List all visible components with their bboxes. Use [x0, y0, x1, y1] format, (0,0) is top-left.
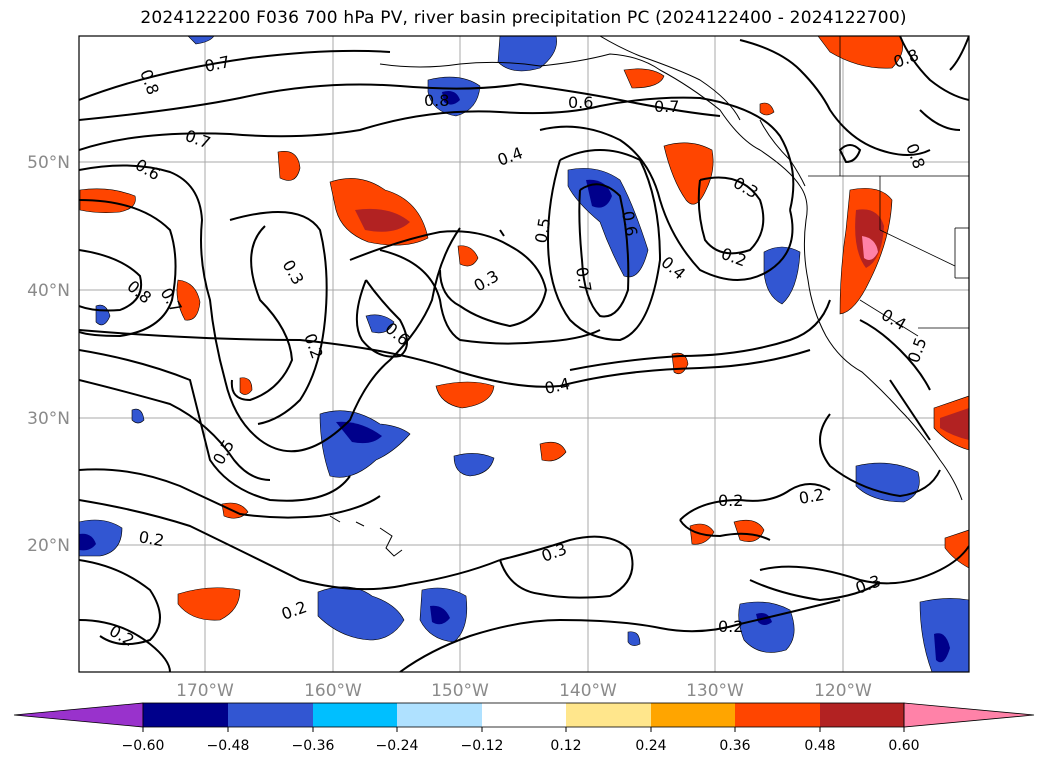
colorbar-segment	[482, 703, 566, 727]
lon-label: 160°W	[304, 681, 362, 701]
contour-label: 0.7	[572, 265, 595, 293]
contour-label: 0.2	[718, 617, 743, 636]
contour-label: 0.2	[797, 485, 825, 508]
contour-label: 0.2	[137, 527, 165, 550]
colorbar-extend-min	[13, 702, 144, 728]
colorbar-extend-max	[903, 702, 1035, 728]
contour-label: 0.7	[654, 97, 679, 116]
colorbar-tick-label: −0.24	[376, 738, 419, 754]
lon-label: 170°W	[176, 681, 234, 701]
colorbar-tick-label: −0.12	[461, 738, 504, 754]
lat-label: 30°N	[27, 409, 70, 429]
lat-label: 40°N	[27, 281, 70, 301]
contour-label: 0.7	[203, 52, 232, 76]
colorbar-tick-label: 0.60	[888, 738, 919, 754]
map-title: 2024122200 F036 700 hPa PV, river basin …	[140, 8, 907, 28]
lon-label: 130°W	[686, 681, 744, 701]
lon-label: 140°W	[559, 681, 617, 701]
lat-label: 50°N	[27, 153, 70, 173]
contour-label: 0.5	[531, 216, 554, 244]
lon-label: 150°W	[431, 681, 489, 701]
colorbar: −0.60 −0.48 −0.36 −0.24 −0.12 0.12 0.24 …	[13, 702, 1035, 754]
colorbar-tick-label: 0.24	[635, 738, 666, 754]
latitude-labels: 50°N 40°N 30°N 20°N	[27, 153, 70, 556]
colorbar-segment	[651, 703, 735, 727]
colorbar-tick-label: −0.48	[207, 738, 250, 754]
colorbar-segment	[313, 703, 397, 727]
lon-label: 120°W	[814, 681, 872, 701]
contour-label: 0.6	[568, 93, 593, 112]
colorbar-tick-label: 0.36	[719, 738, 750, 754]
colorbar-segment	[735, 703, 820, 727]
contour-label: 0.8	[424, 91, 449, 110]
colorbar-frame	[142, 702, 905, 728]
colorbar-segment	[566, 703, 651, 727]
colorbar-tick-label: −0.36	[292, 738, 335, 754]
colorbar-segment	[397, 703, 482, 727]
borders	[808, 36, 969, 337]
contour-label: 0.2	[718, 491, 743, 510]
colorbar-segment	[228, 703, 313, 727]
longitude-labels: 170°W 160°W 150°W 140°W 130°W 120°W	[176, 681, 872, 701]
pv-contours	[79, 36, 969, 672]
contour-label: 0.4	[543, 374, 572, 398]
colorbar-segment	[143, 703, 228, 727]
lat-label: 20°N	[27, 536, 70, 556]
plot-area	[79, 36, 969, 672]
colorbar-tick-label: 0.12	[550, 738, 581, 754]
colorbar-segment	[820, 703, 904, 727]
plot-frame	[78, 35, 970, 673]
colorbar-tick-label: 0.48	[804, 738, 835, 754]
contour-label: 0.6	[618, 209, 641, 237]
coastlines	[329, 36, 963, 557]
colorbar-tick-label: −0.60	[122, 738, 165, 754]
